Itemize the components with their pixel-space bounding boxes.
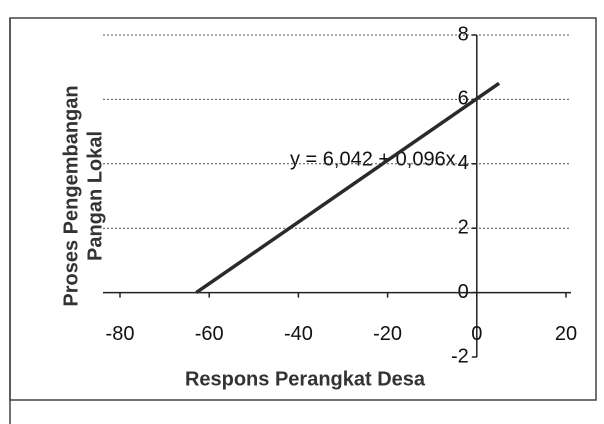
x-tick-label: 0 — [471, 323, 482, 345]
regression-line — [195, 81, 501, 295]
x-tick-label: -20 — [373, 323, 402, 345]
x-tick-label: 20 — [555, 323, 577, 345]
y-tick-label: -2 — [451, 345, 469, 367]
y-tick-label: 4 — [458, 152, 469, 174]
y-tick-label: 8 — [458, 23, 469, 45]
x-tick-label: -60 — [195, 323, 224, 345]
y-axis-label-line: Proses Pengembangan — [60, 85, 82, 306]
y-axis-label-line: Pangan Lokal — [84, 131, 106, 261]
x-tick-label: -40 — [284, 323, 313, 345]
x-axis-label: Respons Perangkat Desa — [185, 368, 426, 390]
y-axis-label: Proses Pengembangan Pangan Lokal — [60, 85, 106, 306]
x-tick-label: -80 — [106, 323, 135, 345]
y-tick-label: 2 — [458, 216, 469, 238]
y-tick-label: 6 — [458, 88, 469, 110]
equation-annotation: y = 6,042 + 0,096x — [290, 148, 456, 170]
